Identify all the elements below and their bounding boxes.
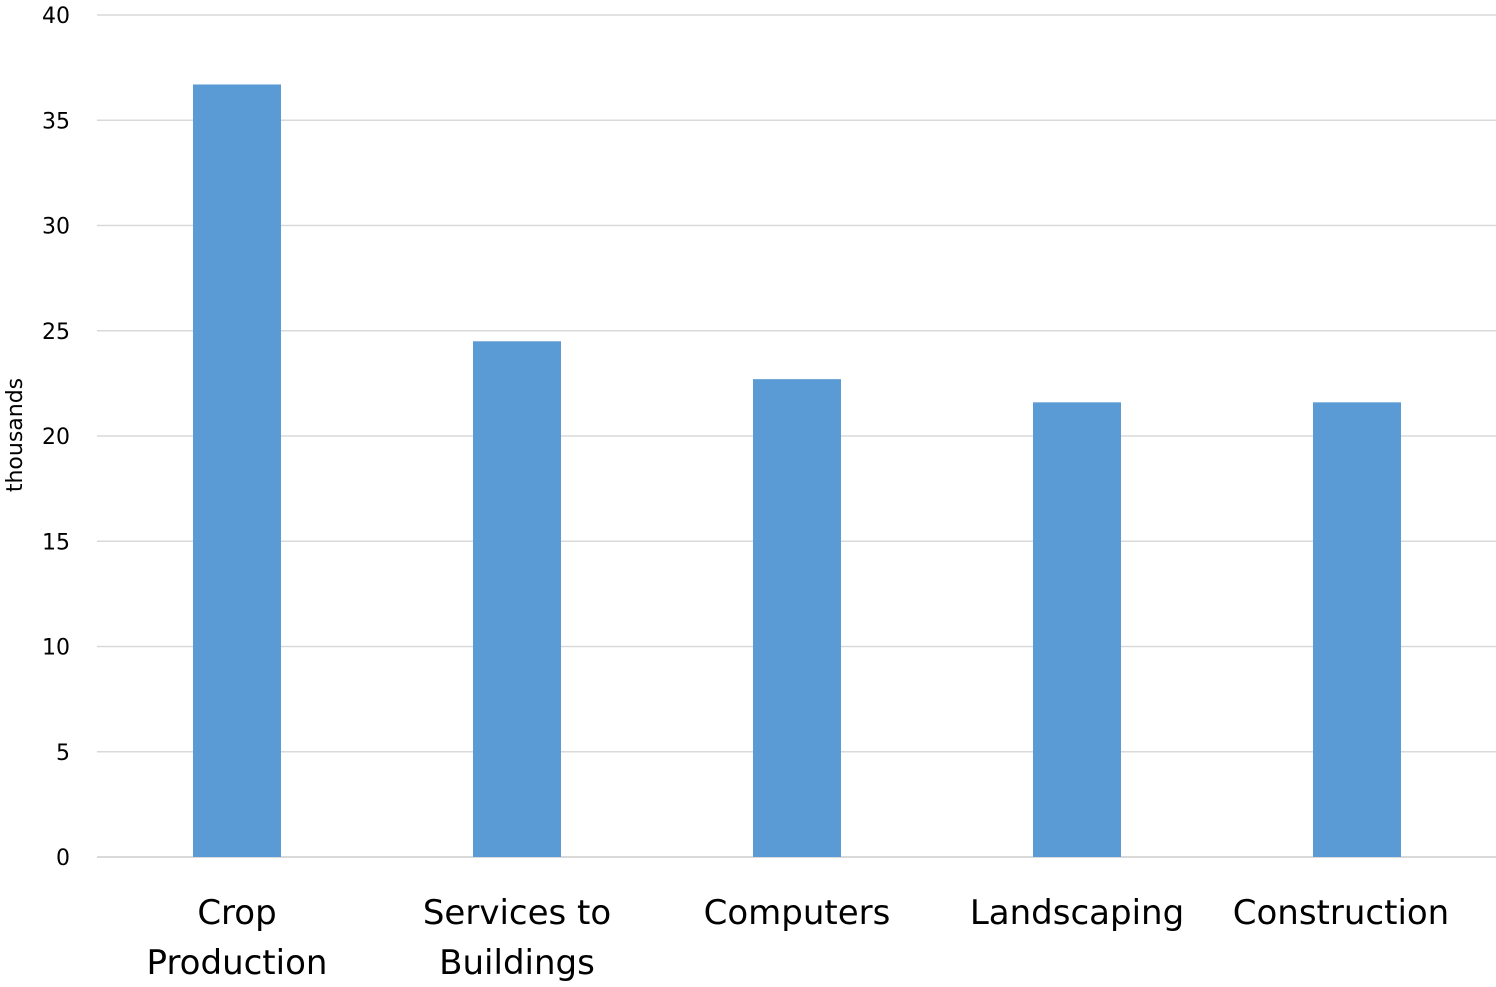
x-category-label-line: Construction <box>1233 893 1449 933</box>
y-tick-label: 0 <box>56 846 70 871</box>
y-tick-label: 25 <box>42 320 70 345</box>
x-category-label: Construction <box>1233 893 1449 933</box>
bar <box>1033 402 1121 857</box>
x-category-label: Computers <box>704 893 891 933</box>
bars <box>193 84 1401 858</box>
x-category-label-line: Services to <box>423 893 611 933</box>
x-category-label: Landscaping <box>970 893 1184 933</box>
x-category-label-line: Landscaping <box>970 893 1184 933</box>
bar <box>753 379 841 857</box>
y-tick-label: 10 <box>42 636 70 661</box>
y-axis-label: thousands <box>3 378 28 492</box>
x-category-label: Crop Production <box>147 893 328 982</box>
y-tick-label: 40 <box>42 4 70 29</box>
y-axis-ticks: 0 5 10 15 20 25 30 35 40 <box>42 4 70 871</box>
x-category-label-line: Production <box>147 943 328 982</box>
x-category-label-line: Crop <box>197 893 276 933</box>
bar <box>193 84 281 858</box>
x-category-label: Services to Buildings <box>423 893 611 982</box>
x-axis-categories: Crop Production Services to Buildings Comput… <box>147 893 1450 983</box>
y-tick-label: 30 <box>42 215 70 240</box>
y-tick-label: 20 <box>42 425 70 450</box>
y-tick-label: 35 <box>42 109 70 134</box>
bar <box>1313 402 1401 857</box>
x-category-label-line: Computers <box>704 893 891 933</box>
y-tick-label: 15 <box>42 530 70 555</box>
y-tick-label: 5 <box>56 741 70 766</box>
x-category-label-line: Buildings <box>439 943 595 982</box>
bar <box>473 341 561 857</box>
